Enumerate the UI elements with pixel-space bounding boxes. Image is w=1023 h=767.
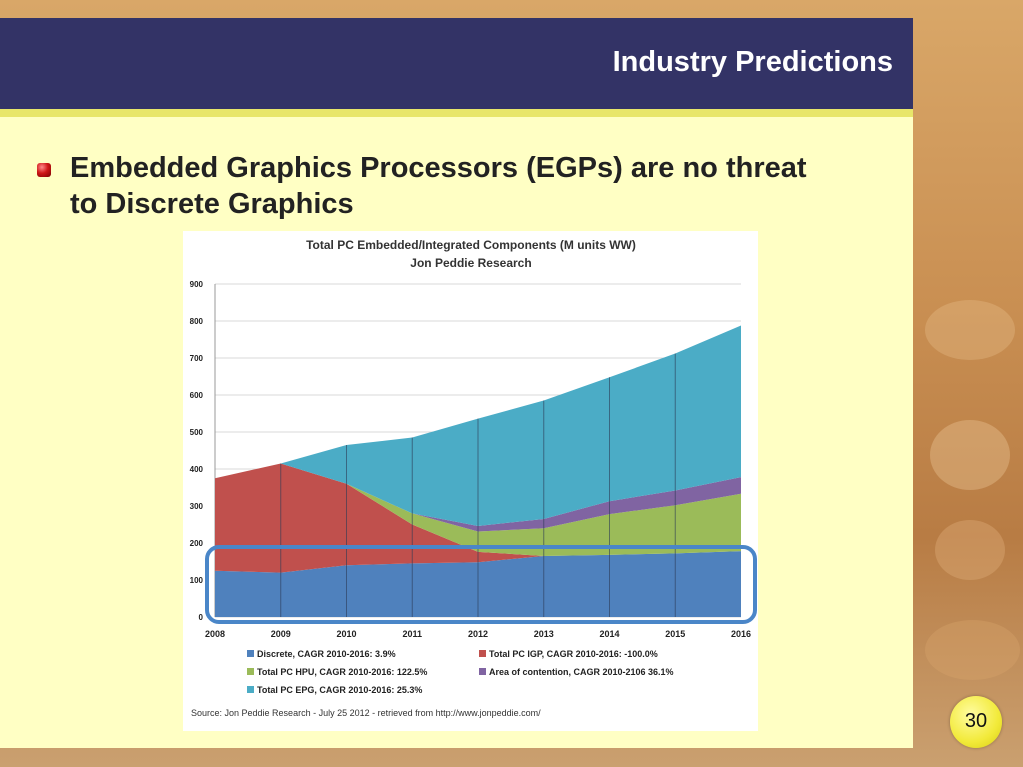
- legend-swatch: [247, 686, 254, 693]
- y-tick-label: 800: [190, 317, 204, 326]
- texture-blob: [935, 520, 1005, 580]
- legend-label: Total PC IGP, CAGR 2010-2016: -100.0%: [489, 649, 658, 659]
- page-number-badge: [950, 696, 1002, 748]
- y-tick-label: 500: [190, 428, 204, 437]
- x-tick-label: 2009: [271, 629, 291, 639]
- y-tick-label: 600: [190, 391, 204, 400]
- x-tick-label: 2014: [599, 629, 619, 639]
- area-series-3: [215, 463, 741, 532]
- area-chart: Total PC Embedded/Integrated Components …: [190, 238, 757, 718]
- x-tick-label: 2013: [534, 629, 554, 639]
- texture-blob: [925, 300, 1015, 360]
- highlight-box: [205, 545, 757, 624]
- chart-subtitle: Jon Peddie Research: [410, 256, 531, 270]
- legend-label: Total PC HPU, CAGR 2010-2016: 122.5%: [257, 667, 427, 677]
- title-bar: [0, 18, 913, 109]
- legend-swatch: [479, 668, 486, 675]
- y-tick-label: 300: [190, 502, 204, 511]
- legend-swatch: [247, 650, 254, 657]
- slide-title: Industry Predictions: [612, 46, 893, 78]
- x-tick-label: 2015: [665, 629, 685, 639]
- x-tick-label: 2011: [402, 629, 422, 639]
- bullet-icon: [37, 163, 51, 177]
- legend-swatch: [247, 668, 254, 675]
- y-tick-label: 900: [190, 280, 204, 289]
- texture-blob: [925, 620, 1020, 680]
- chart-image: Total PC Embedded/Integrated Components …: [183, 231, 758, 731]
- y-tick-label: 200: [190, 539, 204, 548]
- legend-label: Discrete, CAGR 2010-2016: 3.9%: [257, 649, 396, 659]
- texture-blob: [930, 420, 1010, 490]
- y-tick-label: 400: [190, 465, 204, 474]
- page-number: 30: [964, 710, 988, 732]
- chart-source: Source: Jon Peddie Research - July 25 20…: [191, 708, 541, 718]
- y-tick-label: 0: [199, 613, 204, 622]
- x-tick-label: 2010: [336, 629, 356, 639]
- legend-label: Total PC EPG, CAGR 2010-2016: 25.3%: [257, 685, 422, 695]
- x-tick-label: 2012: [468, 629, 488, 639]
- legend-label: Area of contention, CAGR 2010-2106 36.1%: [489, 667, 674, 677]
- x-tick-label: 2008: [205, 629, 225, 639]
- legend-swatch: [479, 650, 486, 657]
- y-tick-label: 700: [190, 354, 204, 363]
- title-rule: [0, 109, 913, 117]
- x-tick-label: 2016: [731, 629, 751, 639]
- bullet-text: Embedded Graphics Processors (EGPs) are …: [70, 152, 807, 220]
- chart-title: Total PC Embedded/Integrated Components …: [306, 238, 636, 252]
- y-tick-label: 100: [190, 576, 204, 585]
